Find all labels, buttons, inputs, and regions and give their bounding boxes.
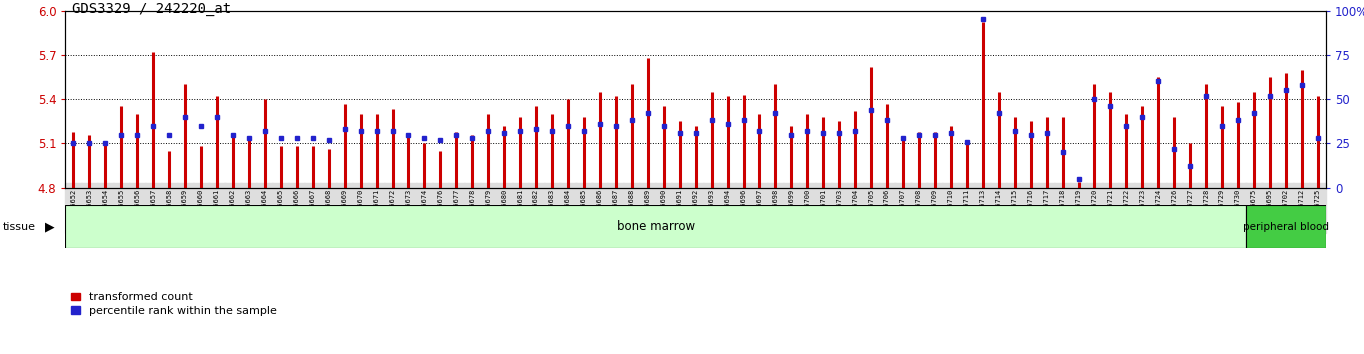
Text: peripheral blood: peripheral blood	[1243, 222, 1329, 232]
Legend: transformed count, percentile rank within the sample: transformed count, percentile rank withi…	[71, 292, 277, 316]
Text: bone marrow: bone marrow	[617, 220, 694, 233]
Text: GDS3329 / 242220_at: GDS3329 / 242220_at	[72, 2, 232, 16]
Text: tissue: tissue	[3, 222, 35, 232]
Bar	[1247, 205, 1326, 248]
Text: ▶: ▶	[45, 220, 55, 233]
